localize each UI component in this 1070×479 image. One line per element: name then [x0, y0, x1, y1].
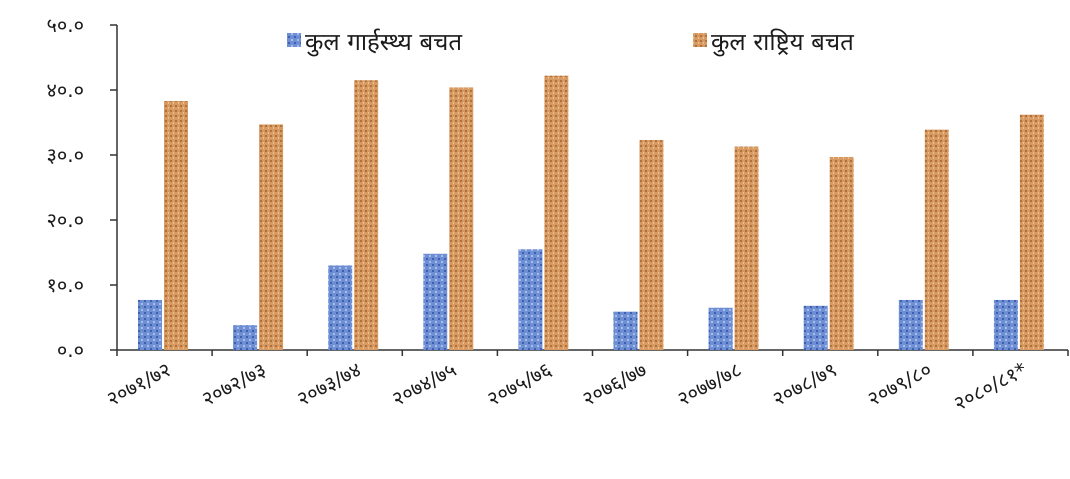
- bar-gross-national-saving: [829, 156, 854, 350]
- y-tick-label: १०.०: [46, 273, 84, 297]
- x-tick-label: २०८०/८१*: [950, 357, 1031, 415]
- bar-gross-national-saving: [1019, 114, 1044, 350]
- x-tick-label: २०७५/७६: [483, 357, 555, 411]
- y-tick-label: २०.०: [46, 208, 84, 232]
- bar-gross-domestic-saving: [328, 265, 353, 350]
- legend: कुल गार्हस्थ्य बचत कुल राष्ट्रिय बचत: [287, 28, 855, 57]
- x-tick-label: २०७७/७८: [673, 357, 745, 411]
- bar-gross-domestic-saving: [423, 253, 448, 350]
- y-axis-ticks: ०.० १०.० २०.० ३०.० ४०.० ५०.०: [46, 13, 117, 362]
- bar-gross-domestic-saving: [708, 307, 733, 350]
- bar-gross-domestic-saving: [898, 299, 923, 350]
- x-tick-label: २०७२/७३: [198, 357, 270, 411]
- x-axis-ticks: २०७१/७२ २०७२/७३ २०७३/७४ २०७४/७५ २०७५/७६ २०७६/…: [103, 350, 1069, 416]
- bar-gross-national-saving: [639, 140, 664, 350]
- x-tick-label: २०७६/७७: [578, 357, 650, 411]
- bar-gross-domestic-saving: [518, 249, 543, 350]
- y-tick-label: ४०.०: [46, 78, 84, 102]
- legend-swatch-gross-national-saving: [693, 33, 707, 47]
- bar-gross-national-saving: [449, 87, 474, 351]
- bar-gross-domestic-saving: [803, 305, 828, 350]
- legend-label-gross-national-saving: कुल राष्ट्रिय बचत: [711, 28, 855, 57]
- x-tick-label: २०७८/७९: [768, 357, 840, 411]
- bar-gross-national-saving: [354, 80, 379, 350]
- x-tick-label: २०७९/८०: [863, 357, 935, 411]
- bar-gross-national-saving: [259, 124, 284, 350]
- y-tick-label: ५०.०: [46, 13, 84, 37]
- y-tick-label: ०.०: [57, 338, 84, 362]
- bar-gross-domestic-saving: [233, 325, 258, 350]
- x-tick-label: २०७३/७४: [293, 357, 365, 411]
- bar-gross-domestic-saving: [138, 299, 162, 350]
- x-tick-label: २०७४/७५: [388, 357, 460, 411]
- bar-gross-national-saving: [164, 101, 188, 350]
- bar-gross-domestic-saving: [613, 311, 638, 350]
- x-tick-label: २०७१/७२: [103, 357, 175, 411]
- legend-label-gross-domestic-saving: कुल गार्हस्थ्य बचत: [305, 28, 463, 57]
- y-tick-label: ३०.०: [46, 143, 84, 167]
- bar-gross-national-saving: [924, 129, 949, 350]
- bar-gross-domestic-saving: [993, 299, 1018, 350]
- legend-swatch-gross-domestic-saving: [287, 33, 301, 47]
- bars: [138, 75, 1044, 351]
- bar-gross-national-saving: [544, 75, 569, 350]
- bar-gross-national-saving: [734, 146, 759, 350]
